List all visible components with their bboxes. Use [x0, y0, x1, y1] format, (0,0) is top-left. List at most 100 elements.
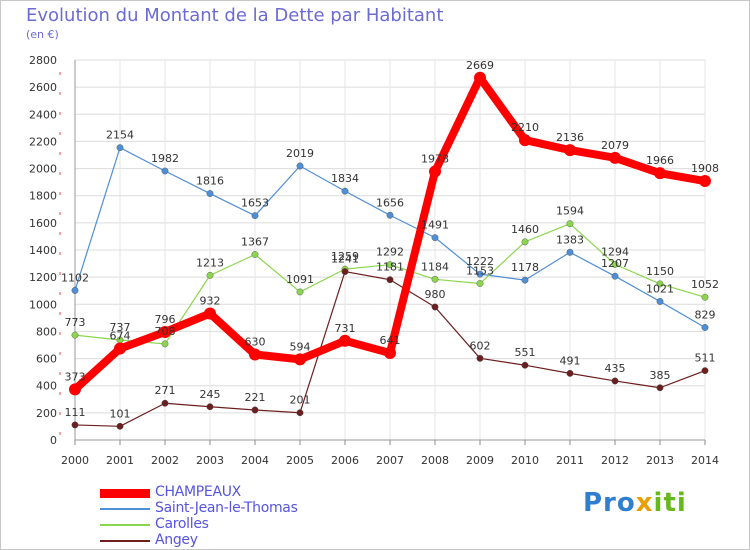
data-point — [249, 348, 261, 361]
data-point — [206, 190, 214, 197]
brand-logo: Proxiti — [583, 488, 687, 518]
legend-label: Carolles — [155, 516, 209, 532]
data-label: 737 — [110, 321, 131, 334]
data-point — [386, 276, 394, 284]
y-tick-label: 1800 — [29, 190, 57, 203]
data-label: 1184 — [421, 260, 449, 273]
data-point — [699, 175, 711, 188]
y-tick-label: 800 — [36, 325, 57, 338]
data-point — [384, 347, 396, 360]
x-tick-label: 2008 — [421, 454, 449, 467]
data-point — [341, 187, 349, 195]
x-tick-label: 2009 — [466, 454, 494, 467]
data-label: 221 — [245, 391, 266, 404]
data-point — [159, 325, 171, 338]
data-label: 1834 — [331, 172, 359, 185]
data-label: 1222 — [466, 255, 494, 268]
data-label: 1594 — [556, 205, 584, 218]
data-point — [339, 334, 351, 347]
data-label: 385 — [650, 369, 671, 382]
data-point — [656, 384, 664, 392]
y-tick-label: 400 — [36, 380, 57, 393]
data-point — [476, 354, 484, 362]
y-tick-label: 0 — [50, 434, 57, 447]
y-tick-label: 1200 — [29, 271, 57, 284]
data-label: 2019 — [286, 147, 314, 160]
data-label: 1491 — [421, 219, 449, 232]
data-point — [519, 134, 531, 147]
data-point — [566, 248, 574, 256]
y-tick-label: 1000 — [29, 298, 57, 311]
data-label: 2154 — [106, 129, 134, 142]
data-label: 373 — [65, 370, 86, 383]
y-tick-label: 200 — [36, 407, 57, 420]
data-point — [654, 167, 666, 180]
data-label: 1150 — [646, 265, 674, 278]
data-label: 1241 — [331, 253, 359, 266]
data-label: 1966 — [646, 154, 674, 167]
y-tick-label: 2000 — [29, 163, 57, 176]
data-point — [431, 303, 439, 311]
data-point — [611, 260, 619, 268]
x-tick-label: 2001 — [106, 454, 134, 467]
data-point — [69, 383, 81, 396]
data-point — [251, 406, 259, 414]
data-label: 1181 — [376, 261, 404, 274]
data-point — [71, 331, 79, 339]
y-tick-label: 2800 — [29, 54, 57, 67]
data-point — [431, 275, 439, 283]
data-label: 2136 — [556, 131, 584, 144]
data-label: 435 — [605, 362, 626, 375]
legend-swatch — [100, 508, 150, 510]
data-point — [341, 268, 349, 275]
data-point — [206, 403, 214, 411]
data-label: 1178 — [511, 261, 539, 274]
data-point — [521, 238, 529, 246]
data-point — [116, 144, 124, 152]
y-tick-label: 1400 — [29, 244, 57, 257]
legend-swatch — [100, 540, 150, 542]
data-point — [114, 342, 126, 355]
data-point — [204, 307, 216, 320]
data-label: 491 — [560, 354, 581, 367]
data-point — [521, 361, 529, 369]
legend-label: CHAMPEAUX — [155, 484, 241, 500]
data-point — [701, 293, 709, 301]
data-point — [251, 212, 259, 220]
data-label: 1460 — [511, 223, 539, 236]
data-point — [206, 271, 214, 279]
data-point — [294, 353, 306, 366]
data-point — [474, 71, 486, 84]
x-tick-label: 2013 — [646, 454, 674, 467]
data-point — [611, 272, 619, 280]
data-label: 731 — [335, 322, 356, 335]
data-label: 201 — [290, 394, 311, 407]
data-point — [611, 377, 619, 385]
data-point — [161, 340, 169, 348]
data-label: 829 — [695, 308, 716, 321]
data-point — [386, 261, 394, 269]
data-label: 1982 — [151, 152, 179, 165]
y-tick-label: 2200 — [29, 135, 57, 148]
data-label: 796 — [155, 313, 176, 326]
legend-swatch — [100, 488, 150, 498]
chart-title: Evolution du Montant de la Dette par Hab… — [26, 5, 444, 26]
data-label: 1021 — [646, 282, 674, 295]
x-tick-label: 2002 — [151, 454, 179, 467]
chart-subtitle: (en €) — [26, 28, 59, 41]
data-point — [521, 276, 529, 284]
x-tick-label: 2005 — [286, 454, 314, 467]
data-label: 1978 — [421, 153, 449, 166]
y-tick-label: 2400 — [29, 108, 57, 121]
data-label: 1207 — [601, 257, 629, 270]
data-label: 511 — [695, 352, 716, 365]
data-label: 1153 — [466, 265, 494, 278]
data-label: 1292 — [376, 246, 404, 259]
data-label: 674 — [110, 330, 131, 343]
legend-swatch — [100, 524, 150, 526]
data-label: 1653 — [241, 197, 269, 210]
data-label: 1213 — [196, 256, 224, 269]
data-label: 980 — [425, 288, 446, 301]
data-label: 1102 — [61, 271, 89, 284]
